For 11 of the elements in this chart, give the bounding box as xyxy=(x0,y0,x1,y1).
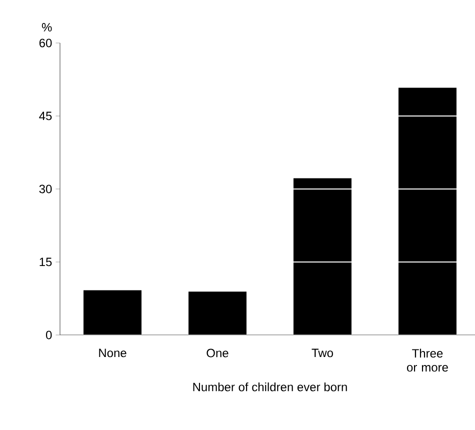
y-tick-label: 60 xyxy=(39,38,52,48)
y-tick-label: 15 xyxy=(40,258,52,266)
x-tick-label: Three or more xyxy=(406,348,448,372)
x-tick-label: One xyxy=(206,348,228,358)
y-tick-label: 30 xyxy=(39,184,52,194)
y-tick-label: 45 xyxy=(39,112,52,120)
y-tick-label: 0 xyxy=(46,330,52,340)
x-tick-label: None xyxy=(99,348,126,358)
x-tick-label: Two xyxy=(312,348,333,358)
y-axis-title: % xyxy=(42,23,52,32)
x-axis-title: Number of children ever born xyxy=(193,382,347,392)
